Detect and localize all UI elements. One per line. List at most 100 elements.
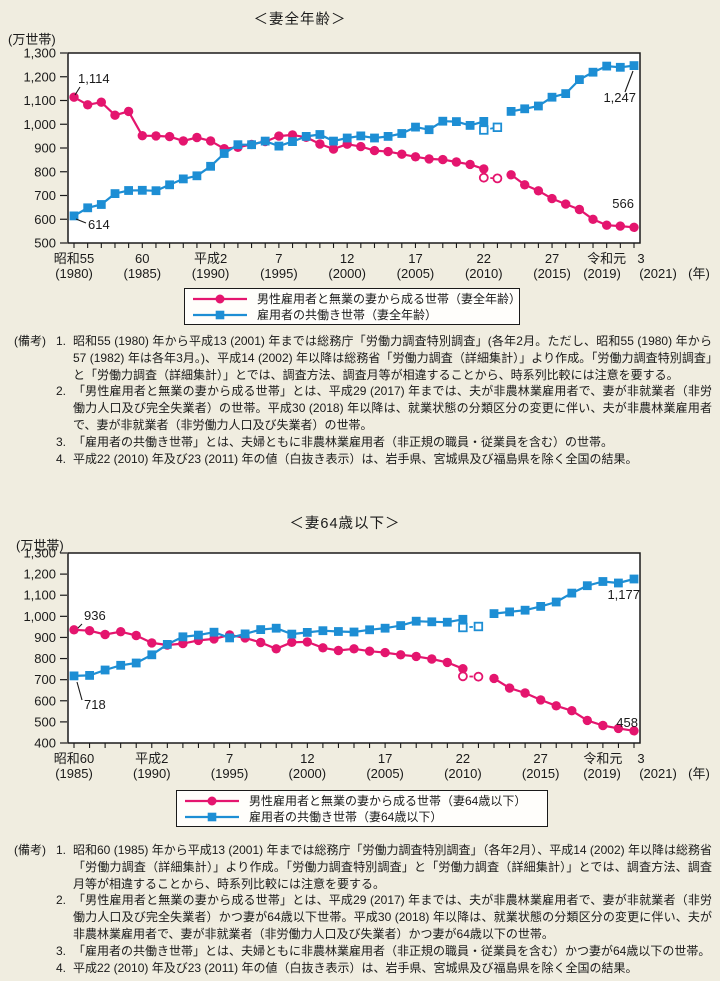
svg-text:1,200: 1,200 (23, 69, 56, 84)
svg-text:936: 936 (84, 608, 106, 623)
svg-text:27: 27 (545, 251, 559, 266)
svg-text:500: 500 (34, 714, 56, 729)
svg-text:(1980): (1980) (55, 266, 93, 281)
svg-text:(1985): (1985) (124, 266, 162, 281)
chart2-note-4: 4. 平成22 (2010) 年及び23 (2011) 年の値（白抜き表示）は、岩… (56, 960, 638, 975)
svg-text:7: 7 (226, 751, 233, 766)
svg-text:(1995): (1995) (211, 766, 249, 781)
svg-text:600: 600 (34, 212, 56, 227)
svg-text:500: 500 (34, 236, 56, 251)
chart2-note-1: 1. 昭和60 (1985) 年から平成13 (2001) 年までは総務庁「労働力… (56, 843, 712, 891)
svg-text:(1990): (1990) (133, 766, 171, 781)
svg-text:7: 7 (275, 251, 282, 266)
chart1-legend: 男性雇用者と無業の妻から成る世帯（妻全年齢） 雇用者の共働き世帯（妻全年齢） (184, 288, 521, 325)
svg-text:(2010): (2010) (465, 266, 503, 281)
svg-text:17: 17 (408, 251, 422, 266)
chart1-note-1: 1. 昭和55 (1980) 年から平成13 (2001) 年までは総務庁「労働力… (56, 334, 712, 382)
chart2-legend: 男性雇用者と無業の妻から成る世帯（妻64歳以下） 雇用者の共働き世帯（妻64歳以… (176, 790, 548, 827)
svg-text:1,300: 1,300 (23, 546, 56, 561)
chart2-notes: (備考) 1. 昭和60 (1985) 年から平成13 (2001) 年までは総務… (14, 842, 712, 976)
y-axis: 1,300 1,200 1,100 1,000 900 800 700 600 500 400 (23, 546, 67, 751)
chart2-legend-label-blue: 雇用者の共働き世帯（妻64歳以下） (249, 810, 443, 824)
chart1-plot: 1,3001,2001,1001,000900800700600500昭和55(… (23, 46, 710, 282)
svg-text:(2021): (2021) (639, 766, 677, 781)
svg-text:566: 566 (612, 196, 634, 211)
legend-marker-pink-circle-icon (193, 294, 247, 303)
series-pink-circles (69, 625, 639, 736)
svg-text:(2015): (2015) (522, 766, 560, 781)
svg-text:(年): (年) (688, 766, 710, 781)
chart2-notes-label: (備考) (14, 843, 46, 857)
svg-text:(2000): (2000) (328, 266, 366, 281)
y-axis: 1,300 1,200 1,100 1,000 900 800 700 600 500 (23, 46, 67, 251)
svg-text:(1990): (1990) (192, 266, 230, 281)
svg-text:(2005): (2005) (366, 766, 404, 781)
chart2-title: ＜妻64歳以下＞ (289, 516, 401, 532)
legend-marker-pink-circle-icon (185, 796, 239, 805)
svg-text:400: 400 (34, 736, 56, 751)
svg-text:3: 3 (637, 251, 644, 266)
chart1-legend-label-pink: 男性雇用者と無業の妻から成る世帯（妻全年齢） (257, 292, 522, 306)
svg-text:1,000: 1,000 (23, 117, 56, 132)
svg-text:1,300: 1,300 (23, 46, 56, 61)
svg-text:458: 458 (616, 715, 638, 730)
chart1-unit-label: (万世帯) (8, 32, 56, 47)
svg-text:(2000): (2000) (289, 766, 327, 781)
x-axis: 昭和60(1985) 平成2(1990) 7(1995) 12(2000) 17(200… (54, 743, 710, 781)
svg-text:昭和60: 昭和60 (54, 751, 94, 766)
legend-marker-blue-square-icon (185, 812, 239, 821)
svg-text:令和元: 令和元 (583, 751, 622, 766)
svg-text:1,114: 1,114 (78, 71, 110, 86)
chart1-legend-row-pink: 男性雇用者と無業の妻から成る世帯（妻全年齢） (191, 291, 521, 307)
chart2-legend-row-blue: 雇用者の共働き世帯（妻64歳以下） (183, 809, 541, 825)
svg-text:昭和55: 昭和55 (54, 251, 94, 266)
svg-text:700: 700 (34, 188, 56, 203)
svg-text:60: 60 (135, 251, 149, 266)
svg-text:900: 900 (34, 141, 56, 156)
svg-text:3: 3 (637, 751, 644, 766)
chart1-notes: (備考) 1. 昭和55 (1980) 年から平成13 (2001) 年までは総務… (14, 333, 712, 467)
svg-text:(2019): (2019) (583, 266, 621, 281)
svg-text:800: 800 (34, 651, 56, 666)
svg-text:17: 17 (378, 751, 392, 766)
svg-text:令和元: 令和元 (587, 251, 626, 266)
svg-text:(2015): (2015) (533, 266, 571, 281)
chart1-legend-row-blue: 雇用者の共働き世帯（妻全年齢） (191, 307, 513, 323)
svg-text:12: 12 (300, 751, 314, 766)
chart2-unit-label: (万世帯) (16, 538, 64, 553)
svg-text:1,000: 1,000 (23, 609, 56, 624)
svg-text:1,177: 1,177 (607, 587, 640, 602)
svg-text:(2005): (2005) (397, 266, 435, 281)
chart2-note-2: 2. 「男性雇用者と無業の妻から成る世帯」とは、平成29 (2017) 年までは、… (56, 893, 712, 941)
svg-text:1,100: 1,100 (23, 588, 56, 603)
svg-text:(1995): (1995) (260, 266, 298, 281)
chart1-notes-label: (備考) (14, 334, 46, 348)
svg-text:614: 614 (88, 217, 110, 232)
legend-marker-blue-square-icon (193, 310, 247, 319)
chart2-note-3: 3. 「雇用者の共働き世帯」とは、夫婦ともに非農林業雇用者（非正規の職員・従業員を… (56, 943, 711, 958)
svg-text:800: 800 (34, 164, 56, 179)
chart1-note-4: 4. 平成22 (2010) 年及び23 (2011) 年の値（白抜き表示）は、岩… (56, 451, 638, 466)
svg-text:1,200: 1,200 (23, 567, 56, 582)
svg-text:(2010): (2010) (444, 766, 482, 781)
chart2-legend-row-pink: 男性雇用者と無業の妻から成る世帯（妻64歳以下） (183, 793, 541, 809)
annotations: 1,114 614 1,247 566 (74, 70, 636, 232)
svg-text:(2021): (2021) (639, 266, 677, 281)
svg-text:700: 700 (34, 672, 56, 687)
svg-text:22: 22 (477, 251, 491, 266)
svg-text:900: 900 (34, 630, 56, 645)
svg-text:718: 718 (84, 697, 106, 712)
svg-text:1,100: 1,100 (23, 93, 56, 108)
chart2-plot: 1,300 1,200 1,100 1,000 900 800 700 600 500 400昭和… (23, 546, 710, 782)
svg-text:(1985): (1985) (55, 766, 93, 781)
series-blue-squares (69, 61, 639, 221)
svg-text:平成2: 平成2 (135, 751, 168, 766)
svg-text:600: 600 (34, 693, 56, 708)
series-blue-squares (69, 574, 639, 681)
svg-text:1,247: 1,247 (603, 90, 636, 105)
chart1-legend-label-blue: 雇用者の共働き世帯（妻全年齢） (257, 308, 438, 322)
svg-text:平成2: 平成2 (194, 251, 227, 266)
svg-text:(年): (年) (688, 266, 710, 281)
annotations: 936 718 1,177 458 (76, 587, 640, 730)
